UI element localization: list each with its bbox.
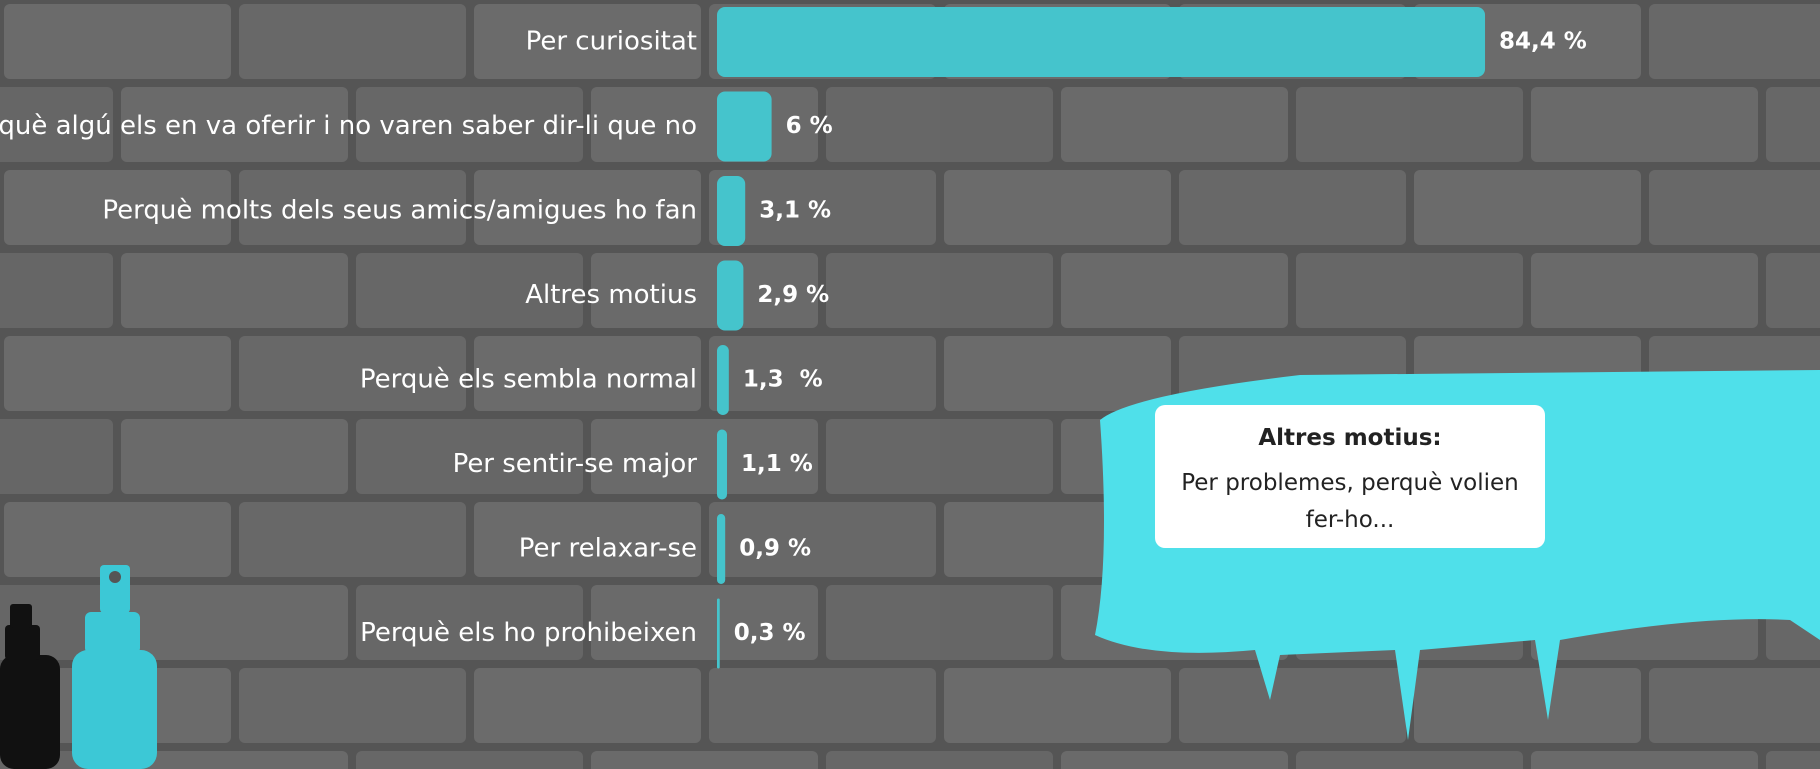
bar	[717, 429, 728, 500]
value-label: 2,9 %	[757, 282, 829, 308]
category-label: Perquè molts dels seus amics/amigues ho …	[102, 196, 697, 226]
category-label: Per relaxar-se	[519, 534, 697, 564]
spray-cans	[0, 565, 157, 769]
bar	[717, 345, 729, 415]
annotation-title: Altres motius:	[1258, 425, 1442, 451]
category-label: Altres motius	[525, 280, 697, 310]
category-label: Perquè els sembla normal	[360, 365, 697, 395]
value-label: 84,4 %	[1499, 29, 1587, 55]
bar	[717, 91, 772, 162]
annotation: Altres motius: Per problemes, perquè vol…	[1155, 405, 1545, 548]
bar	[717, 7, 1486, 77]
annotation-splash	[1095, 370, 1820, 740]
value-label: 0,3 %	[734, 620, 806, 646]
value-label: 0,9 %	[739, 536, 811, 562]
bars: Per curiositat 84,4 % Perquè algú els en v…	[0, 7, 1587, 669]
bar	[717, 260, 744, 331]
category-label: Perquè els ho prohibeixen	[360, 618, 697, 648]
bar	[717, 598, 720, 669]
value-label: 1,3 %	[743, 367, 823, 393]
value-label: 6 %	[786, 113, 833, 139]
category-label: Perquè algú els en va oferir i no varen …	[0, 111, 697, 141]
annotation-text: Per problemes, perquè volien fer-ho...	[1181, 470, 1519, 533]
bar	[717, 176, 746, 246]
bar	[717, 514, 726, 584]
value-label: 1,1 %	[741, 451, 813, 477]
category-label: Per curiositat	[526, 27, 697, 57]
value-label: 3,1 %	[759, 198, 831, 224]
category-label: Per sentir-se major	[453, 449, 698, 479]
